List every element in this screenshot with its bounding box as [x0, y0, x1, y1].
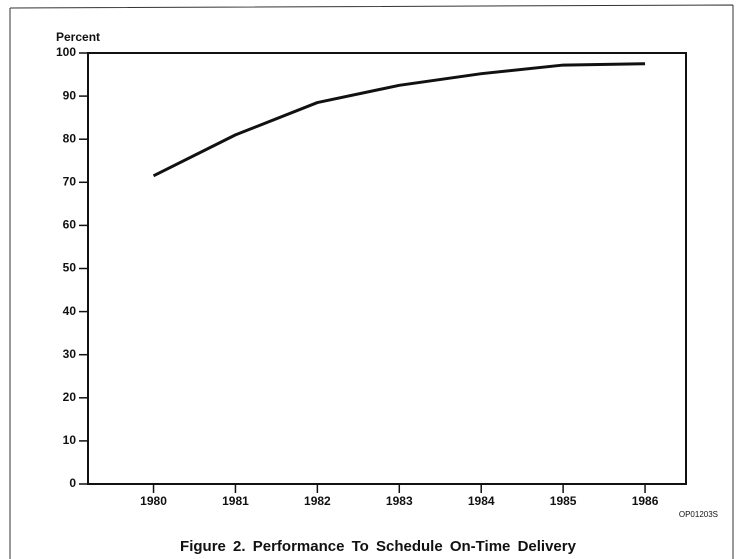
x-tick-label: 1986 [632, 494, 659, 508]
x-tick-label: 1985 [550, 494, 577, 508]
annotation: OP01203S [679, 510, 718, 519]
y-axis-label: Percent [56, 30, 100, 44]
plot-frame [87, 52, 687, 485]
y-tick-label: 10 [63, 433, 77, 447]
y-tick-label: 60 [63, 218, 77, 232]
x-tick-label: 1982 [304, 494, 331, 508]
line-series [152, 62, 646, 178]
page-frame [9, 4, 734, 559]
y-tick-label: 30 [63, 347, 77, 361]
y-tick-label: 100 [56, 45, 76, 59]
x-tick-label: 1980 [140, 494, 167, 508]
y-tick-label: 20 [63, 390, 77, 404]
y-tick-label: 50 [63, 261, 77, 275]
y-tick-label: 40 [63, 304, 77, 318]
x-tick-label: 1984 [468, 494, 495, 508]
x-tick-label: 1983 [386, 494, 413, 508]
chart-title: Figure 2. Performance To Schedule On-Tim… [180, 538, 577, 555]
y-tick-label: 80 [63, 131, 77, 145]
y-tick-label: 0 [69, 476, 76, 490]
x-tick-label: 1981 [222, 494, 249, 508]
y-tick-label: 90 [63, 88, 77, 102]
y-tick-label: 70 [63, 174, 77, 188]
